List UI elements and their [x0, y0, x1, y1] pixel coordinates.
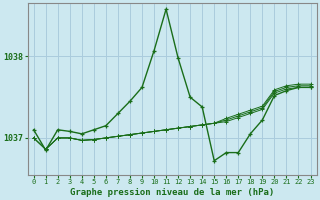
X-axis label: Graphe pression niveau de la mer (hPa): Graphe pression niveau de la mer (hPa) — [70, 188, 274, 197]
